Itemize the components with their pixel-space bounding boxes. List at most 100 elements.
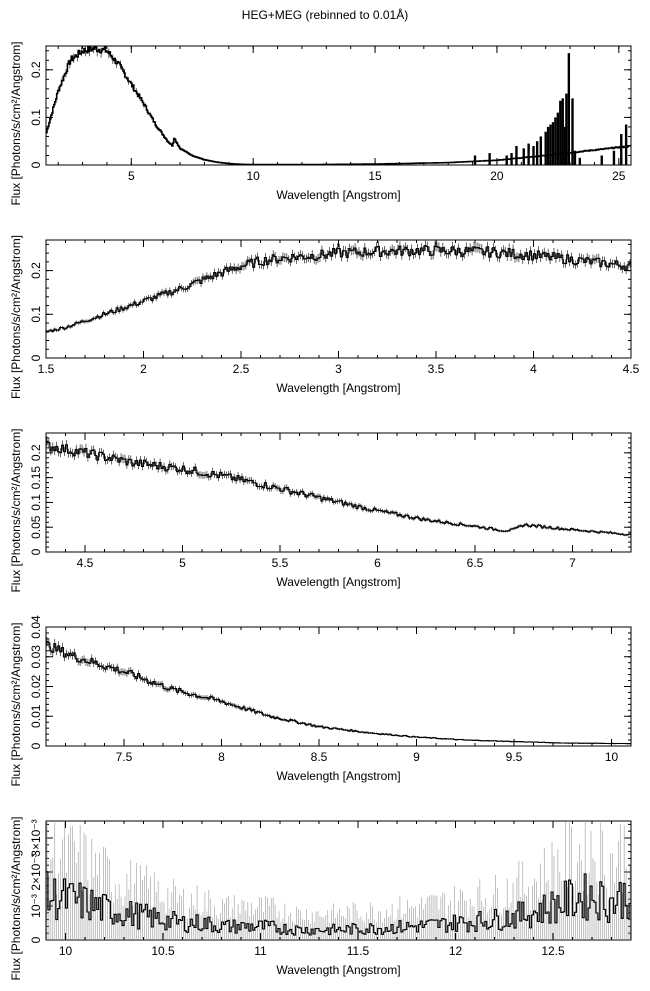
page-title: HEG+MEG (rebinned to 0.01Å) bbox=[241, 8, 409, 22]
y-tick-label: 0 bbox=[29, 548, 43, 555]
emission-line-spike bbox=[515, 145, 518, 165]
emission-line-spike bbox=[549, 124, 552, 165]
y-tick-label: 0.2 bbox=[29, 61, 43, 78]
chart-panel-1: 5 10 15 20 25 0 0.1 0.2 Wavelength [Angstrom] Flu… bbox=[9, 41, 632, 206]
error-bars bbox=[46, 636, 631, 745]
emission-line-spike bbox=[527, 143, 530, 165]
y-tick-label: 0.02 bbox=[29, 674, 43, 698]
emission-line-spike bbox=[505, 155, 508, 165]
emission-line-spike bbox=[556, 112, 560, 165]
emission-line-spike bbox=[551, 122, 555, 165]
plot-frame bbox=[45, 626, 632, 747]
emission-line-spike bbox=[573, 150, 577, 165]
plot-frame bbox=[45, 45, 632, 166]
emission-line-spike bbox=[544, 131, 547, 165]
x-tick-label: 9 bbox=[413, 750, 420, 764]
x-tick-label: 4.5 bbox=[77, 556, 94, 570]
x-tick-label: 11.5 bbox=[347, 944, 370, 958]
x-tick-label: 11 bbox=[254, 944, 267, 958]
x-tick-label: 15 bbox=[368, 169, 382, 183]
x-tick-label: 12 bbox=[449, 944, 463, 958]
y-tick-label: 0.03 bbox=[29, 645, 43, 669]
y-tick-label: 0.1 bbox=[29, 494, 43, 511]
x-tick-label: 10 bbox=[247, 169, 261, 183]
plot-frame bbox=[45, 239, 632, 359]
x-tick-label: 6.5 bbox=[467, 556, 484, 570]
x-axis-label: Wavelength [Angstrom] bbox=[276, 963, 400, 977]
x-tick-label: 25 bbox=[612, 169, 626, 183]
emission-line-spike bbox=[561, 98, 564, 165]
y-tick-label: 0.04 bbox=[29, 615, 43, 639]
y-tick-label: 3×10⁻³ bbox=[29, 819, 43, 856]
y-tick-label: 0 bbox=[29, 742, 43, 749]
y-tick-label: 0 bbox=[29, 161, 43, 168]
emission-line-spike bbox=[620, 134, 623, 165]
chart-panel-2: 1.5 2 2.5 3 3.5 4 4.5 0 0.1 0.2 Wavelength [Angstr… bbox=[9, 235, 640, 399]
emission-line-spike bbox=[546, 126, 550, 165]
x-tick-label: 20 bbox=[490, 169, 504, 183]
x-tick-label: 12.5 bbox=[541, 944, 565, 958]
y-tick-label: 0.15 bbox=[29, 466, 43, 490]
y-tick-label: 0.2 bbox=[29, 444, 43, 461]
error-bars bbox=[46, 436, 631, 537]
error-bars bbox=[46, 821, 631, 940]
emission-line-spike bbox=[563, 126, 567, 165]
emission-line-spike bbox=[612, 150, 616, 165]
x-tick-label: 10 bbox=[59, 944, 73, 958]
spectrum-line bbox=[46, 46, 631, 165]
y-axis-label: Flux [Photons/s/cm²/Angstrom] bbox=[9, 428, 23, 592]
emission-line-spike bbox=[565, 93, 568, 165]
y-tick-label: 0.01 bbox=[29, 704, 43, 728]
x-tick-label: 2.5 bbox=[233, 362, 250, 376]
y-axis-label: Flux [Photons/s/cm²/Angstrom] bbox=[9, 816, 23, 980]
y-tick-label: 0 bbox=[29, 936, 43, 943]
emission-line-spike bbox=[567, 53, 571, 165]
emission-line-spike bbox=[522, 148, 525, 165]
emission-line-spike bbox=[539, 136, 543, 165]
emission-line-spike bbox=[559, 100, 562, 165]
emission-line-spike bbox=[554, 117, 557, 165]
chart-panel-4: 7.5 8 8.5 9 9.5 10 0 0.01 0.02 0.03 0.04 Wavelength… bbox=[9, 615, 632, 787]
x-tick-label: 8 bbox=[218, 750, 225, 764]
emission-line-spike bbox=[488, 153, 491, 165]
error-bars bbox=[46, 240, 631, 334]
spectrum-line bbox=[46, 245, 631, 333]
emission-line-spike bbox=[578, 157, 582, 165]
x-tick-label: 6 bbox=[374, 556, 381, 570]
y-tick-label: 2×10⁻³ bbox=[29, 853, 43, 890]
y-axis-label: Flux [Photons/s/cm²/Angstrom] bbox=[9, 41, 23, 205]
x-tick-label: 5 bbox=[179, 556, 186, 570]
x-tick-label: 1.5 bbox=[38, 362, 55, 376]
x-tick-label: 7 bbox=[569, 556, 576, 570]
x-axis-label: Wavelength [Angstrom] bbox=[276, 769, 400, 783]
emission-line-spike bbox=[473, 155, 477, 165]
spectrum-line bbox=[46, 871, 631, 936]
chart-panel-3: 4.5 5 5.5 6 6.5 7 0 0.05 0.1 0.15 0.2 Wavelength [A… bbox=[9, 428, 632, 593]
x-tick-label: 10.5 bbox=[151, 944, 175, 958]
x-tick-label: 9.5 bbox=[506, 750, 523, 764]
x-tick-label: 4.5 bbox=[623, 362, 640, 376]
spectrum-line bbox=[46, 641, 631, 745]
x-tick-label: 3 bbox=[335, 362, 342, 376]
y-tick-label: 0.1 bbox=[29, 109, 43, 126]
x-axis-label: Wavelength [Angstrom] bbox=[276, 381, 400, 395]
x-tick-label: 5.5 bbox=[272, 556, 289, 570]
y-tick-label: 0.2 bbox=[29, 262, 43, 279]
y-axis-label: Flux [Photons/s/cm²/Angstrom] bbox=[9, 622, 23, 786]
y-tick-label: 0.1 bbox=[29, 306, 43, 323]
emission-line-spike bbox=[535, 141, 539, 165]
plot-frame bbox=[45, 432, 632, 553]
x-axis-label: Wavelength [Angstrom] bbox=[276, 575, 400, 589]
x-tick-label: 3.5 bbox=[428, 362, 445, 376]
emission-line-spike bbox=[600, 155, 603, 165]
x-tick-label: 5 bbox=[128, 169, 135, 183]
x-axis-label: Wavelength [Angstrom] bbox=[276, 188, 400, 202]
emission-line-spike bbox=[624, 124, 628, 165]
y-tick-label: 10⁻³ bbox=[29, 894, 43, 918]
emission-line-spike bbox=[532, 145, 535, 165]
y-axis-label: Flux [Photons/s/cm²/Angstrom] bbox=[9, 235, 23, 399]
x-tick-label: 2 bbox=[140, 362, 147, 376]
emission-line-spike bbox=[510, 153, 513, 165]
spectrum-line bbox=[46, 440, 631, 536]
